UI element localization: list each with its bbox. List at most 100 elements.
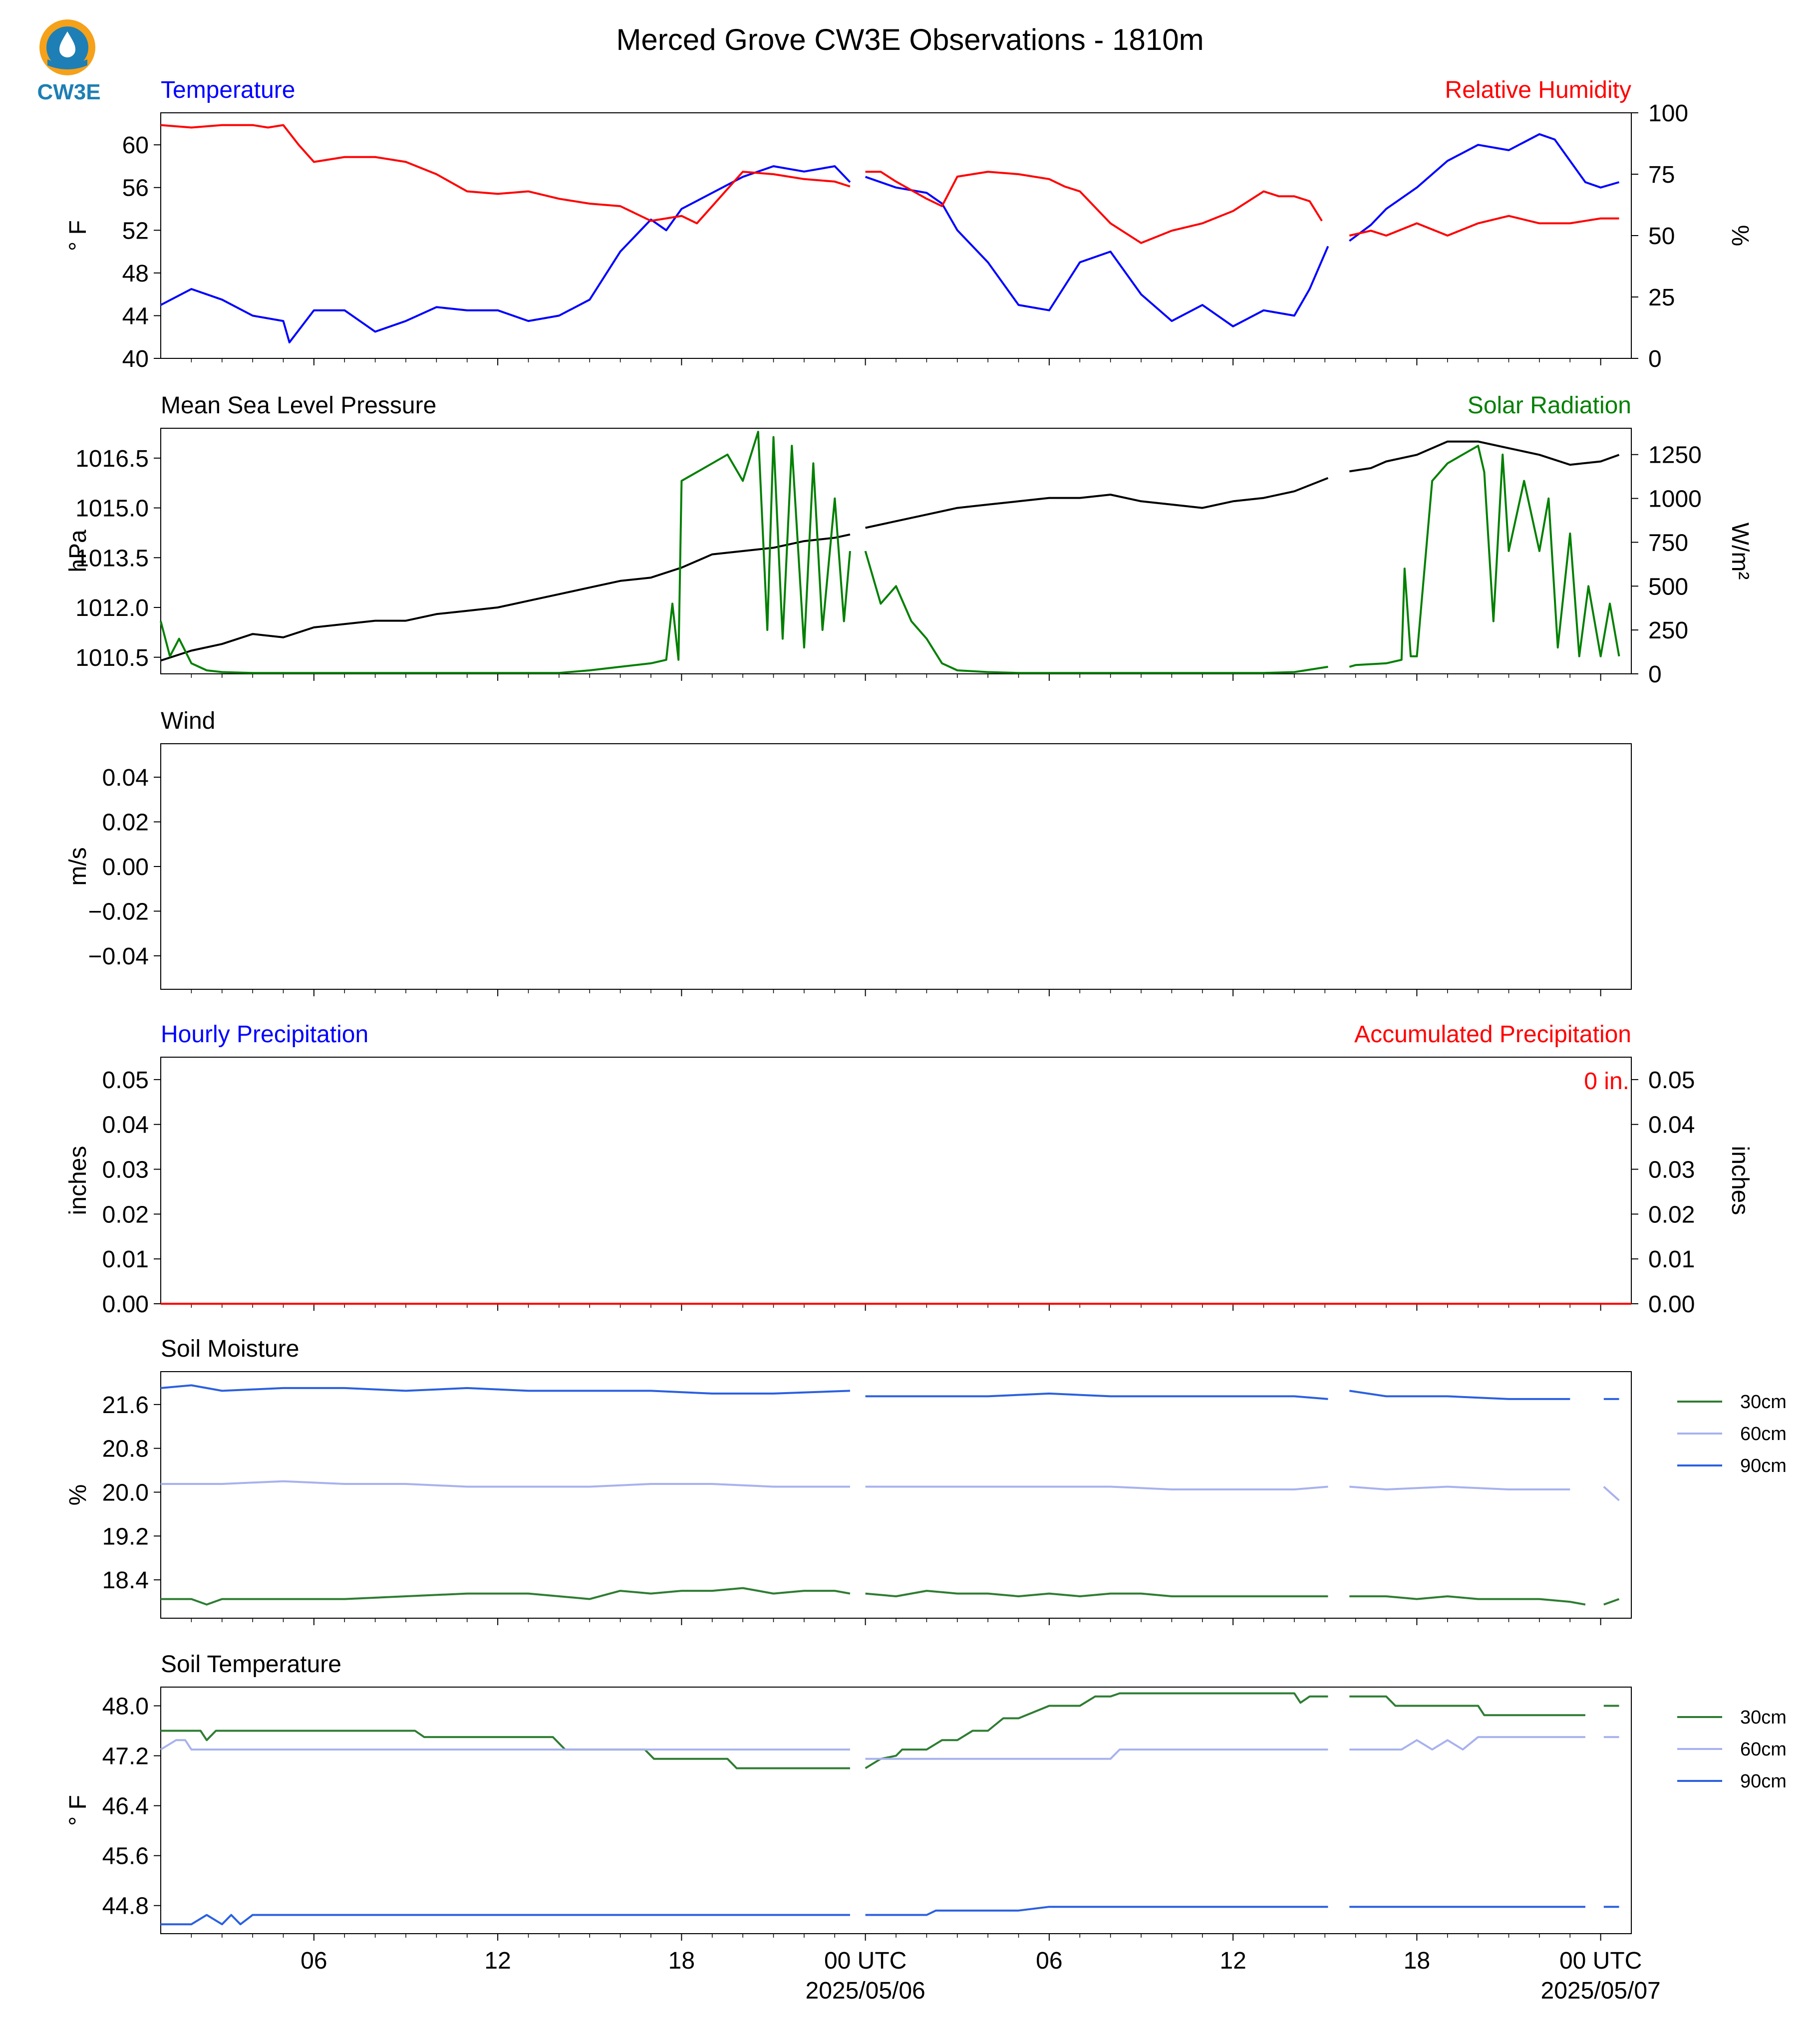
plot-frame	[160, 1057, 1632, 1304]
y2-tick-label: 0.04	[1648, 1112, 1695, 1139]
y-axis-label: %	[65, 1484, 91, 1506]
panel-title-left: Wind	[161, 708, 215, 734]
series-line-soil_90	[865, 1392, 1328, 1400]
series-line-temperature	[160, 165, 851, 343]
x-tick-label: 18	[1404, 1948, 1430, 1974]
y-tick-label: 18.4	[102, 1567, 149, 1594]
y-tick-label: 0.04	[102, 765, 149, 791]
series-line-soil_60	[1603, 1486, 1620, 1501]
panel-4: Soil Moisture 18.4 19.2 20.0 20.8 21.6% 30cm 60…	[65, 1336, 1787, 1625]
y-tick-label: 1013.5	[75, 545, 149, 572]
series-line-pressure	[1349, 440, 1620, 473]
panel-title-right: Relative Humidity	[1445, 77, 1631, 103]
x-tick-label: 00 UTC	[1559, 1948, 1642, 1974]
plot-frame	[160, 112, 1632, 359]
accumulated-precip-label: 0 in.	[1584, 1068, 1629, 1095]
cw3e-logo-icon	[39, 19, 95, 75]
series-line-soil_60	[865, 1485, 1328, 1490]
y-tick-label: 19.2	[102, 1523, 149, 1550]
y-tick-label: 56	[122, 175, 149, 202]
plot-frame	[160, 428, 1632, 674]
series-line-humidity	[1349, 215, 1619, 237]
y-tick-label: 47.2	[102, 1743, 149, 1770]
series-line-soil_30	[1349, 1695, 1585, 1717]
y-axis-label: m/s	[65, 847, 91, 885]
panel-1: Mean Sea Level Pressure Solar Radiation 10…	[65, 392, 1753, 688]
y-axis-label: hPa	[65, 530, 91, 573]
y-tick-label: −0.04	[88, 943, 149, 970]
series-line-soil_90	[161, 1914, 850, 1926]
y2-tick-label: 500	[1648, 574, 1688, 600]
plot-frame	[160, 1371, 1632, 1619]
panel-title-right: Accumulated Precipitation	[1354, 1021, 1631, 1048]
panel-title-left: Hourly Precipitation	[161, 1021, 368, 1048]
legend-label-60cm: 60cm	[1740, 1739, 1787, 1760]
series-line-soil_60	[161, 1480, 850, 1488]
x-date-label: 2025/05/07	[1541, 1978, 1661, 2004]
legend-label-90cm: 90cm	[1740, 1771, 1787, 1792]
y-tick-label: 44.8	[102, 1893, 149, 1920]
panel-title-left: Soil Temperature	[161, 1651, 341, 1678]
series-line-solar	[1349, 445, 1620, 668]
series-line-soil_30	[161, 1587, 851, 1606]
y-tick-label: 20.8	[102, 1436, 149, 1462]
x-tick-label: 00 UTC	[824, 1948, 907, 1974]
series-line-soil_60	[160, 1739, 850, 1751]
y-tick-label: 0.01	[102, 1246, 149, 1273]
logo-text: CW3E	[37, 80, 101, 104]
y-tick-label: 0.02	[102, 1201, 149, 1228]
y2-tick-label: 250	[1648, 617, 1688, 644]
x-date-label: 2025/05/06	[806, 1978, 925, 2004]
x-tick-label: 06	[301, 1948, 327, 1974]
y-tick-label: 1012.0	[75, 595, 149, 621]
panel-title-left: Mean Sea Level Pressure	[161, 392, 436, 419]
x-tick-label: 06	[1036, 1948, 1062, 1974]
figure-title: Merced Grove CW3E Observations - 1810m	[616, 23, 1204, 56]
y-tick-label: 52	[122, 218, 149, 244]
panel-title-right: Solar Radiation	[1468, 392, 1631, 419]
y2-axis-label: inches	[1727, 1146, 1753, 1215]
y2-tick-label: 0.01	[1648, 1246, 1695, 1273]
series-line-soil_90	[160, 1384, 850, 1395]
series-line-temperature	[865, 176, 1329, 327]
y2-tick-label: 0	[1648, 346, 1662, 372]
series-line-humidity	[160, 124, 851, 225]
y-axis-label: ° F	[65, 1795, 91, 1826]
y-tick-label: 44	[122, 303, 149, 329]
y-tick-label: 46.4	[102, 1793, 149, 1820]
x-tick-label: 12	[484, 1948, 511, 1974]
y-tick-label: 0.00	[102, 1291, 149, 1318]
series-line-solar	[864, 551, 1328, 674]
y2-tick-label: 0	[1648, 661, 1662, 688]
panel-2: Wind −0.04 −0.02 0.00 0.02 0.04 m/s	[65, 708, 1632, 996]
series-line-soil_30	[865, 1692, 1328, 1769]
panel-title-left: Soil Moisture	[161, 1336, 299, 1362]
y2-tick-label: 1250	[1648, 442, 1702, 469]
y2-tick-label: 750	[1648, 530, 1688, 556]
plot-frame	[160, 743, 1632, 990]
y-tick-label: 40	[122, 346, 149, 372]
legend-label-30cm: 30cm	[1740, 1392, 1787, 1413]
y2-tick-label: 0.03	[1648, 1157, 1695, 1183]
series-line-temperature	[1349, 133, 1620, 242]
x-tick-label: 18	[668, 1948, 695, 1974]
y-tick-label: −0.02	[88, 898, 149, 925]
y-tick-label: 1015.0	[75, 496, 149, 522]
y-tick-label: 21.6	[102, 1392, 149, 1419]
series-line-soil_30	[161, 1730, 850, 1769]
legend-label-30cm: 30cm	[1740, 1707, 1787, 1728]
series-line-soil_30	[1603, 1598, 1620, 1606]
y-tick-label: 48	[122, 261, 149, 287]
panels: Temperature Relative Humidity 40 44 48 52 56 60…	[65, 77, 1787, 2004]
series-line-soil_90	[865, 1906, 1328, 1916]
series-line-soil_30	[1349, 1595, 1586, 1606]
y-tick-label: 0.00	[102, 854, 149, 880]
y2-tick-label: 100	[1648, 100, 1688, 127]
y2-tick-label: 75	[1648, 162, 1675, 188]
y-tick-label: 20.0	[102, 1480, 149, 1506]
y2-tick-label: 0.02	[1648, 1201, 1695, 1228]
y-tick-label: 0.05	[102, 1067, 149, 1094]
panel-5: Soil Temperature 44.8 45.6 46.4 47.2 48.0 ° F 3…	[65, 1651, 1787, 2004]
y-tick-label: 0.04	[102, 1112, 149, 1139]
